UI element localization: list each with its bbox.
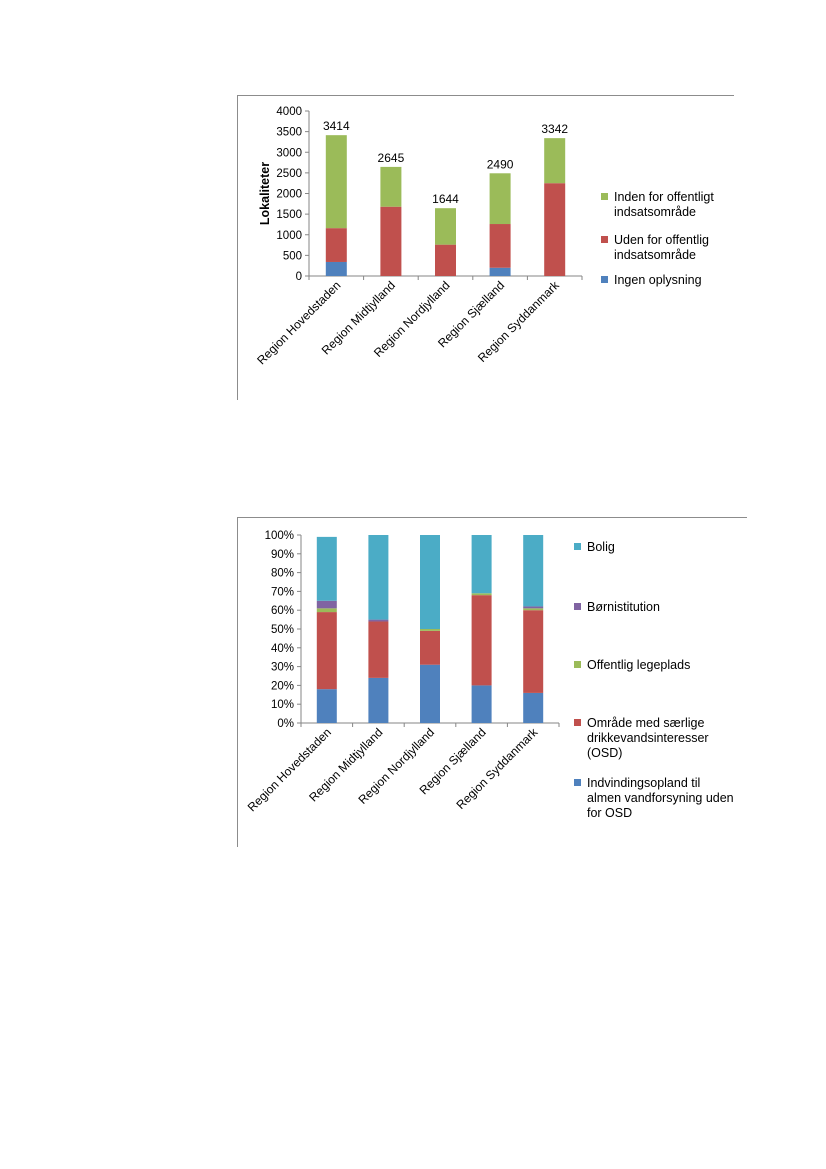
bar-segment [523, 608, 544, 611]
y-tick-label: 2000 [276, 189, 302, 201]
bar-segment [316, 608, 337, 613]
legend-swatch [574, 719, 581, 726]
bar-segment [489, 224, 511, 268]
bar-segment [435, 208, 456, 245]
legend-label: Bolig [587, 540, 615, 554]
bar-segment [471, 535, 492, 594]
legend-label-line: indsatsområde [614, 248, 696, 262]
chart-frame-top [237, 517, 747, 518]
percent-stacked-bar-chart-svg: 0% 10% 20% 30% 40% 50% 60% 70% 80% 90% 100% Region … [245, 530, 734, 820]
bar-segment [325, 228, 347, 262]
legend-label-line: almen vandforsyning uden [587, 791, 734, 805]
legend-label-line: Børnistitution [587, 600, 660, 614]
bar-segment [489, 173, 511, 225]
legend-swatch [574, 779, 581, 786]
bar-segment [380, 166, 402, 207]
bar-segment [325, 135, 347, 229]
bar-segment [325, 261, 347, 276]
y-tick-label: 10% [271, 699, 294, 711]
bar-segment [368, 535, 389, 620]
y-tick-label: 90% [271, 549, 294, 561]
bar-segment [523, 692, 544, 723]
legend-label-line: Offentlig legeplads [587, 658, 690, 672]
bar-segment [420, 630, 440, 665]
bar-total-label: 2645 [378, 151, 405, 165]
chart-procent: 0% 10% 20% 30% 40% 50% 60% 70% 80% 90% 100% Region … [237, 517, 747, 847]
y-tick-label: 1500 [276, 209, 302, 221]
bar-segment [420, 629, 440, 631]
legend-label: Ingen oplysning [614, 273, 702, 287]
bar-segment [368, 621, 389, 678]
legend-label-line: indsatsområde [614, 205, 696, 219]
bar-segment [489, 267, 511, 276]
legend-label-line: Inden for offentligt [614, 190, 714, 204]
bar-segment [435, 244, 456, 276]
y-tick-label: 80% [271, 568, 294, 580]
chart-frame-top [237, 95, 734, 96]
legend-swatch [601, 276, 608, 283]
bar-segment [544, 138, 566, 184]
bar-total-label: 3414 [323, 119, 350, 133]
y-tick-label: 60% [271, 605, 294, 617]
legend-label-line: Bolig [587, 540, 615, 554]
y-tick-label: 100% [265, 530, 294, 542]
legend-label: Indvindingsopland til almen vandforsyning… [587, 776, 734, 820]
y-tick-label: 50% [271, 624, 294, 636]
legend-swatch [601, 193, 608, 200]
y-tick-label: 70% [271, 586, 294, 598]
legend-swatch [601, 236, 608, 243]
chart-frame-left [237, 517, 238, 847]
legend-label-line: Ingen oplysning [614, 273, 702, 287]
y-tick-label: 20% [271, 680, 294, 692]
legend-label-line: Område med særlige [587, 716, 704, 730]
y-tick-label: 40% [271, 643, 294, 655]
legend-label-line: Uden for offentlig [614, 233, 709, 247]
y-tick-label: 30% [271, 662, 294, 674]
legend-swatch [574, 543, 581, 550]
legend-label-line: (OSD) [587, 746, 622, 760]
y-tick-label: 2500 [276, 168, 302, 180]
y-tick-label: 500 [283, 250, 302, 262]
legend-label-line: drikkevandsinteresser [587, 731, 709, 745]
bar-total-label: 2490 [487, 157, 514, 171]
legend-label: Inden for offentligt indsatsområde [614, 190, 714, 219]
bar-segment [316, 536, 337, 601]
legend-label: Uden for offentlig indsatsområde [614, 233, 709, 262]
chart-frame-left [237, 95, 238, 400]
bar-total-label: 3342 [541, 122, 568, 136]
bar-segment [420, 664, 440, 723]
bar-segment [368, 677, 389, 723]
stacked-bar-chart-svg: 050010001500200025003000350040003414Regi… [254, 106, 714, 367]
legend-label: Offentlig legeplads [587, 658, 690, 672]
bar-segment [316, 689, 337, 723]
bar-segment [471, 685, 492, 723]
y-axis-title: Lokaliteter [258, 162, 272, 225]
bar-total-label: 1644 [432, 192, 459, 206]
legend-swatch [574, 603, 581, 610]
y-tick-label: 1000 [276, 230, 302, 242]
chart-lokaliteter: 0 500 1000 1500 2000 2500 3000 3500 4000 3414 Regi… [237, 95, 734, 400]
legend-label: Område med særlige drikkevandsinteresser(… [587, 716, 709, 760]
legend-label-line: for OSD [587, 806, 632, 820]
y-tick-label: 0% [277, 718, 294, 730]
bar-segment [316, 612, 337, 690]
bar-segment [420, 535, 440, 629]
bar-segment [380, 206, 402, 276]
y-tick-label: 0 [296, 271, 302, 283]
bar-segment [523, 610, 544, 693]
bar-segment [523, 535, 544, 607]
legend-swatch [574, 661, 581, 668]
bar-segment [544, 183, 566, 276]
y-tick-label: 4000 [276, 106, 302, 118]
y-tick-label: 3000 [276, 147, 302, 159]
bar-segment [471, 595, 492, 686]
bar-segment [368, 619, 389, 622]
legend-label-line: Indvindingsopland til [587, 776, 700, 790]
bar-segment [523, 606, 544, 609]
bar-segment [316, 600, 337, 609]
y-tick-label: 3500 [276, 127, 302, 139]
category-label: Region Hovedstaden [245, 725, 334, 814]
bar-segment [471, 593, 492, 596]
legend-label: Børnistitution [587, 600, 660, 614]
